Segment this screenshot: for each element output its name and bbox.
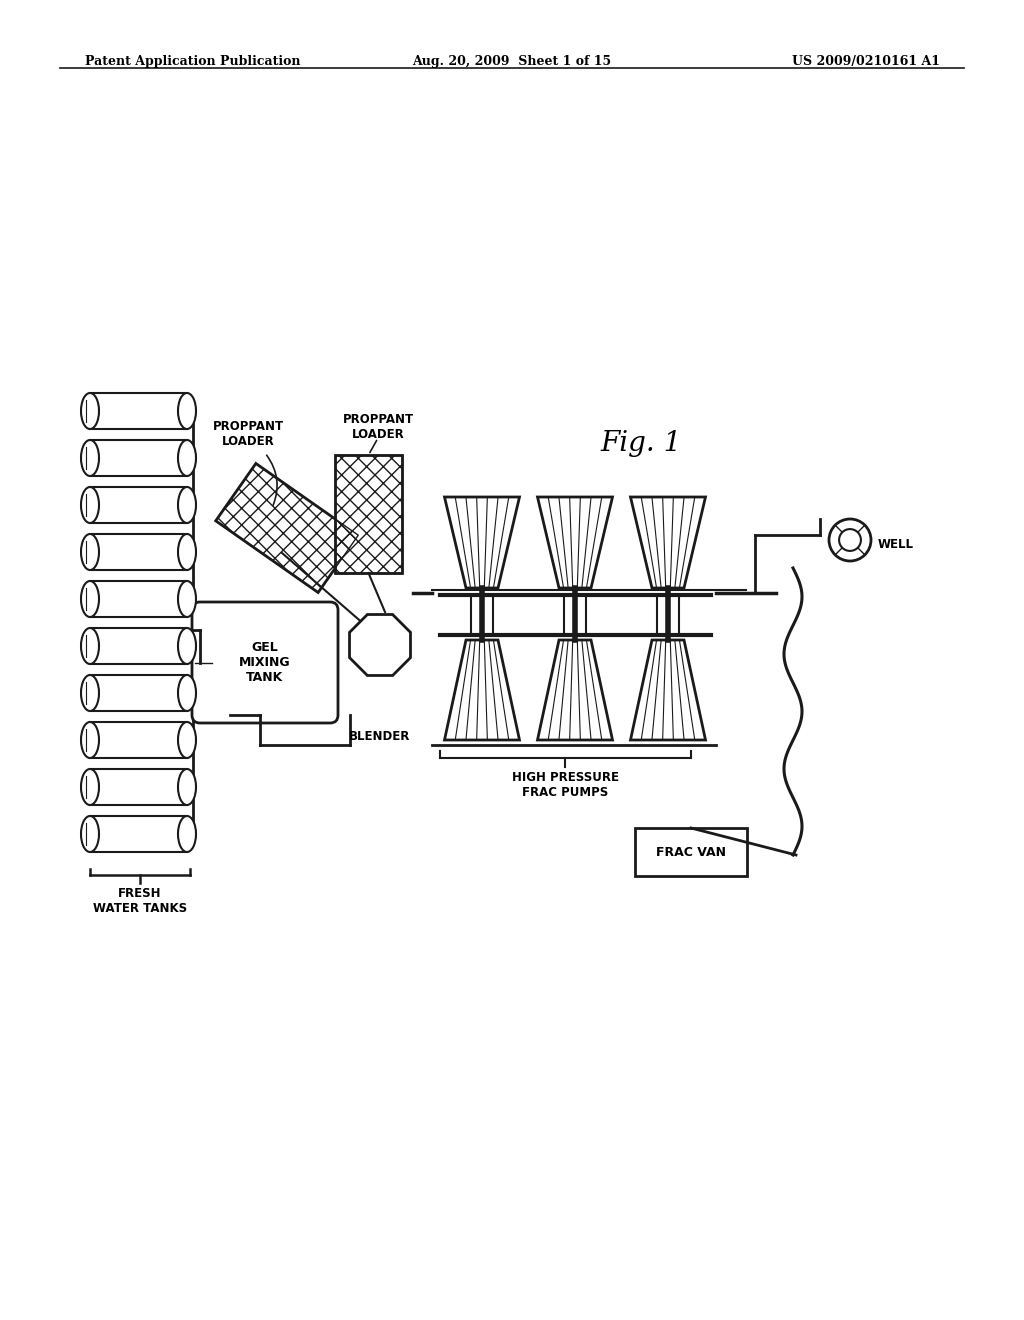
Text: GEL
MIXING
TANK: GEL MIXING TANK bbox=[240, 642, 291, 684]
Polygon shape bbox=[216, 463, 358, 593]
Bar bbox=[335, 455, 402, 573]
Bar bbox=[90, 487, 187, 523]
Polygon shape bbox=[538, 640, 612, 741]
Ellipse shape bbox=[178, 440, 196, 477]
Ellipse shape bbox=[81, 440, 99, 477]
Ellipse shape bbox=[81, 393, 99, 429]
Polygon shape bbox=[444, 640, 519, 741]
Circle shape bbox=[839, 529, 861, 550]
Ellipse shape bbox=[178, 535, 196, 570]
Ellipse shape bbox=[178, 581, 196, 616]
Bar bbox=[90, 675, 187, 711]
Bar bbox=[635, 828, 746, 876]
Ellipse shape bbox=[81, 675, 99, 711]
Polygon shape bbox=[631, 640, 706, 741]
Bar bbox=[90, 722, 187, 758]
Polygon shape bbox=[349, 615, 411, 676]
Ellipse shape bbox=[81, 581, 99, 616]
Text: PROPPANT
LOADER: PROPPANT LOADER bbox=[342, 413, 414, 441]
Text: Patent Application Publication: Patent Application Publication bbox=[85, 55, 300, 69]
Text: US 2009/0210161 A1: US 2009/0210161 A1 bbox=[792, 55, 940, 69]
Bar bbox=[90, 628, 187, 664]
Text: PROPPANT
LOADER: PROPPANT LOADER bbox=[212, 420, 284, 447]
Text: Fig. 1: Fig. 1 bbox=[600, 430, 681, 457]
Bar bbox=[90, 535, 187, 570]
Ellipse shape bbox=[178, 675, 196, 711]
Ellipse shape bbox=[178, 393, 196, 429]
Ellipse shape bbox=[178, 722, 196, 758]
Ellipse shape bbox=[178, 487, 196, 523]
Ellipse shape bbox=[178, 770, 196, 805]
Text: WELL: WELL bbox=[878, 539, 914, 552]
Text: FRAC VAN: FRAC VAN bbox=[656, 846, 726, 858]
FancyBboxPatch shape bbox=[193, 602, 338, 723]
Bar bbox=[90, 816, 187, 851]
Bar bbox=[90, 770, 187, 805]
Ellipse shape bbox=[81, 722, 99, 758]
Ellipse shape bbox=[178, 816, 196, 851]
Polygon shape bbox=[538, 498, 612, 587]
Ellipse shape bbox=[81, 816, 99, 851]
Bar bbox=[90, 440, 187, 477]
Text: HIGH PRESSURE
FRAC PUMPS: HIGH PRESSURE FRAC PUMPS bbox=[512, 771, 618, 799]
Text: Aug. 20, 2009  Sheet 1 of 15: Aug. 20, 2009 Sheet 1 of 15 bbox=[413, 55, 611, 69]
Polygon shape bbox=[631, 498, 706, 587]
Ellipse shape bbox=[81, 770, 99, 805]
Text: BLENDER: BLENDER bbox=[349, 730, 411, 743]
Bar bbox=[335, 455, 402, 573]
Bar bbox=[90, 393, 187, 429]
Ellipse shape bbox=[178, 628, 196, 664]
Text: FRESH
WATER TANKS: FRESH WATER TANKS bbox=[93, 887, 187, 915]
Ellipse shape bbox=[81, 535, 99, 570]
Ellipse shape bbox=[81, 487, 99, 523]
Polygon shape bbox=[444, 498, 519, 587]
Ellipse shape bbox=[81, 628, 99, 664]
Bar bbox=[90, 581, 187, 616]
Circle shape bbox=[829, 519, 871, 561]
